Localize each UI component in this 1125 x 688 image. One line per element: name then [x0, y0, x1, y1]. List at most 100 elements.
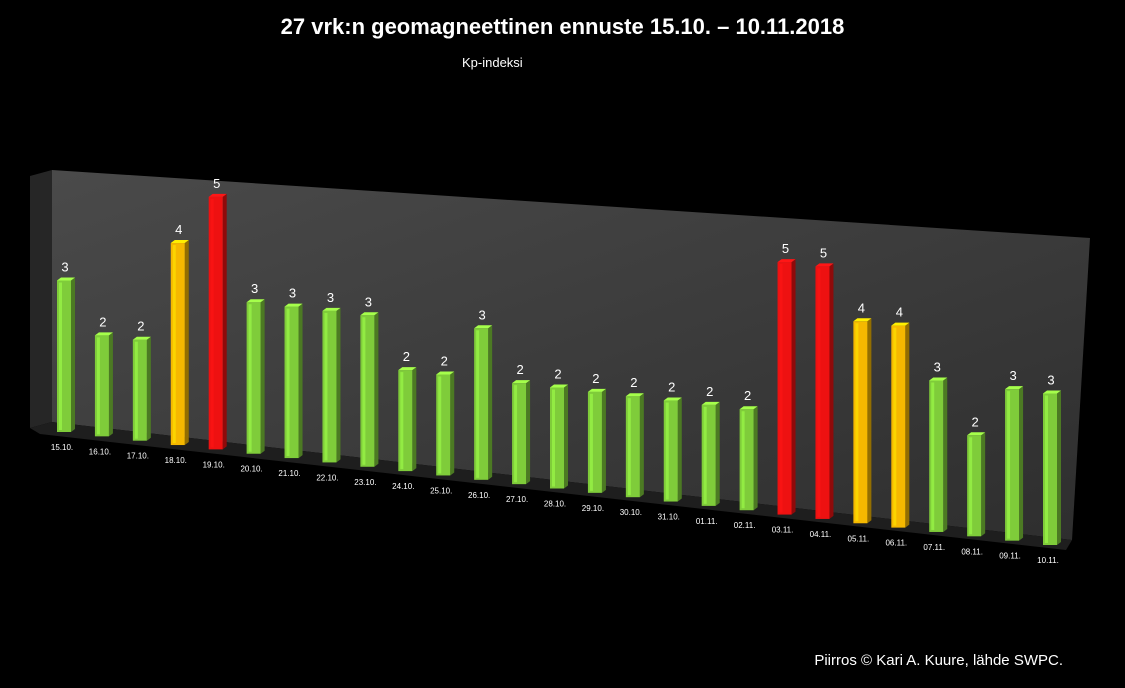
- bar-top: [625, 393, 644, 397]
- tick-label: 09.11.: [999, 552, 1021, 561]
- bar-28.10.: [550, 384, 568, 489]
- bar-04.11.: [815, 263, 834, 519]
- bar-side: [564, 384, 568, 489]
- bar-18.10.: [170, 240, 189, 446]
- tick-label: 08.11.: [961, 547, 983, 556]
- bar-top: [587, 388, 606, 392]
- bar-highlight: [1045, 395, 1048, 543]
- tick-label: 27.10.: [506, 495, 528, 504]
- bar-side: [71, 277, 75, 432]
- bar-side: [526, 380, 531, 485]
- bar-21.10.: [284, 303, 303, 459]
- value-label: 3: [1047, 373, 1054, 388]
- bar-highlight: [438, 376, 442, 474]
- bar-top: [57, 277, 75, 281]
- bar-16.10.: [94, 332, 113, 437]
- bar-highlight: [248, 304, 252, 452]
- bar-highlight: [134, 341, 138, 439]
- tick-label: 06.11.: [885, 539, 907, 548]
- bar-top: [132, 336, 151, 340]
- bar-top: [170, 240, 189, 244]
- bar-25.10.: [436, 371, 455, 476]
- bar-22.10.: [322, 307, 341, 463]
- bar-27.10.: [512, 380, 531, 485]
- bar-top: [777, 259, 796, 263]
- bar-15.10.: [57, 277, 75, 432]
- bar-side: [146, 336, 151, 441]
- bar-top: [1043, 390, 1061, 394]
- bar-top: [739, 406, 758, 410]
- bar-06.11.: [891, 322, 910, 528]
- value-label: 5: [213, 176, 220, 191]
- tick-label: 29.10.: [582, 504, 604, 513]
- chart-side-wall: [30, 170, 52, 428]
- bar-top: [474, 325, 493, 329]
- value-label: 2: [744, 388, 751, 403]
- bar-side: [943, 377, 948, 532]
- bar-highlight: [817, 268, 821, 517]
- bar-29.10.: [587, 388, 606, 493]
- bar-side: [298, 303, 303, 459]
- bar-side: [677, 397, 682, 502]
- bar-02.11.: [739, 406, 758, 511]
- bar-highlight: [96, 337, 100, 435]
- bar-23.10.: [360, 312, 379, 467]
- value-label: 2: [99, 314, 106, 329]
- bar-highlight: [969, 437, 973, 535]
- tick-label: 24.10.: [392, 482, 414, 491]
- tick-label: 01.11.: [696, 517, 718, 526]
- tick-label: 03.11.: [772, 526, 794, 535]
- bar-highlight: [855, 323, 859, 522]
- bar-01.11.: [701, 401, 720, 506]
- bar-side: [753, 406, 758, 511]
- value-label: 2: [706, 384, 713, 399]
- bar-highlight: [589, 393, 593, 491]
- bar-09.11.: [1005, 386, 1024, 541]
- value-label: 2: [554, 367, 561, 382]
- bar-03.11.: [777, 259, 796, 515]
- tick-label: 25.10.: [430, 486, 452, 495]
- bar-side: [222, 193, 227, 450]
- tick-label: 19.10.: [203, 460, 225, 469]
- bar-top: [398, 367, 417, 371]
- bar-08.11.: [967, 432, 986, 537]
- value-label: 2: [137, 319, 144, 334]
- tick-label: 31.10.: [658, 513, 680, 522]
- bar-side: [715, 401, 720, 506]
- bar-highlight: [476, 330, 480, 478]
- bar-top: [815, 263, 834, 267]
- value-label: 4: [858, 300, 865, 315]
- tick-label: 18.10.: [165, 456, 187, 465]
- bar-highlight: [210, 198, 214, 448]
- bar-20.10.: [246, 299, 265, 454]
- value-label: 2: [668, 380, 675, 395]
- chart-subtitle: Kp-indeksi: [462, 55, 523, 70]
- bar-top: [208, 193, 227, 197]
- bar-side: [260, 299, 265, 454]
- bar-side: [336, 307, 341, 463]
- bar-highlight: [627, 398, 631, 496]
- tick-label: 15.10.: [51, 443, 73, 452]
- bar-highlight: [59, 282, 62, 430]
- tick-label: 21.10.: [278, 469, 300, 478]
- tick-label: 10.11.: [1037, 556, 1059, 565]
- bar-highlight: [552, 389, 555, 487]
- value-label: 3: [327, 290, 334, 305]
- bar-top: [512, 380, 531, 384]
- bar-highlight: [514, 385, 518, 483]
- tick-label: 20.10.: [240, 465, 262, 474]
- tick-label: 04.11.: [810, 530, 832, 539]
- bar-05.11.: [853, 318, 872, 524]
- value-label: 2: [516, 362, 523, 377]
- bar-side: [412, 367, 417, 472]
- bar-top: [929, 377, 948, 381]
- tick-label: 28.10.: [544, 500, 566, 509]
- bar-side: [374, 312, 379, 467]
- value-label: 2: [972, 414, 979, 429]
- bar-side: [108, 332, 113, 437]
- bar-side: [905, 322, 910, 528]
- value-label: 3: [365, 294, 372, 309]
- bar-highlight: [362, 317, 366, 465]
- tick-label: 17.10.: [127, 452, 149, 461]
